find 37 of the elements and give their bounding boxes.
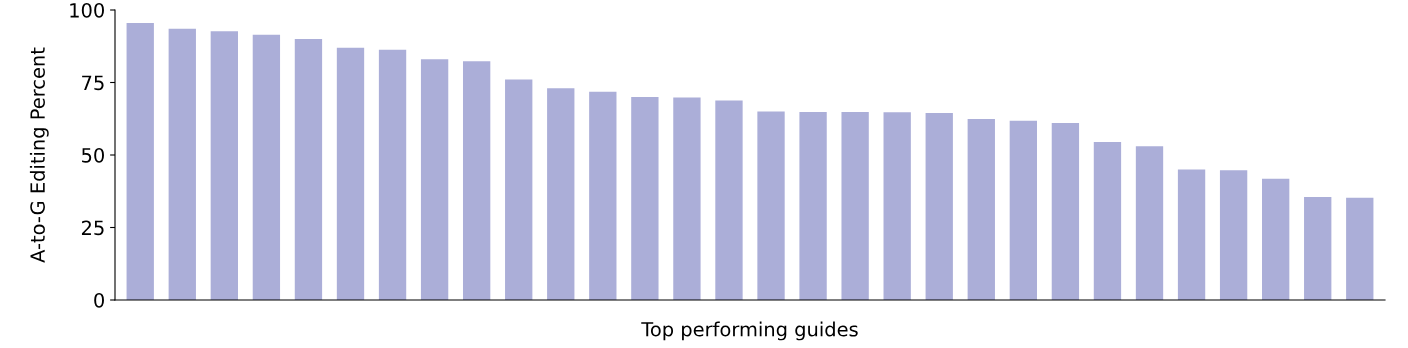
bar — [1346, 197, 1374, 300]
bar — [799, 112, 827, 300]
bar — [336, 47, 365, 300]
bar — [1093, 141, 1122, 300]
bar — [1304, 197, 1332, 300]
bar — [294, 39, 323, 300]
bar — [126, 23, 154, 300]
bar — [420, 59, 449, 300]
bar — [589, 91, 617, 300]
bar — [547, 88, 575, 300]
bar — [252, 34, 281, 300]
bar — [883, 112, 911, 300]
bar — [1009, 120, 1038, 300]
bar — [1051, 123, 1080, 300]
y-tick-label: 75 — [82, 75, 104, 91]
bar — [925, 112, 953, 300]
y-tick-label: 100 — [70, 2, 104, 18]
y-axis-title: A-to-G Editing Percent — [29, 47, 49, 263]
bar — [841, 112, 869, 300]
bar — [1177, 169, 1206, 300]
bar — [378, 49, 407, 300]
bar — [673, 97, 701, 300]
bar — [210, 31, 238, 300]
bar — [462, 61, 491, 300]
bar — [168, 28, 196, 300]
x-axis-title: Top performing guides — [641, 321, 858, 341]
y-tick-label: 50 — [82, 147, 104, 163]
bar — [1219, 170, 1248, 300]
bar — [757, 111, 785, 300]
bar — [1135, 146, 1164, 300]
bar — [631, 97, 659, 300]
y-tick-label: 0 — [94, 292, 104, 308]
bar — [967, 119, 995, 300]
y-tick-label: 25 — [81, 220, 104, 236]
bar — [1262, 178, 1290, 300]
bar — [715, 100, 743, 300]
bar — [505, 79, 533, 300]
